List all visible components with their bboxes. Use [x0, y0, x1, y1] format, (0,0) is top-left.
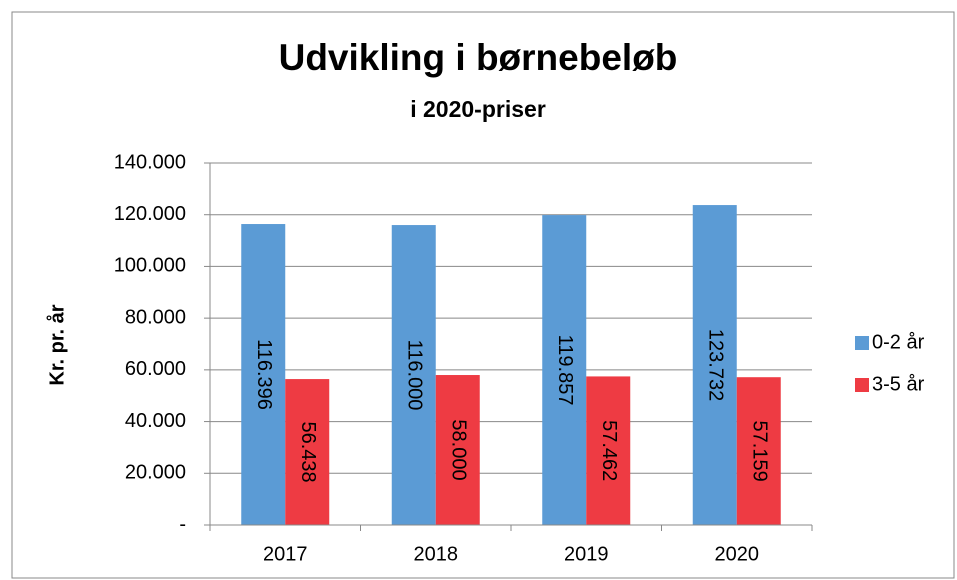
x-tick-label: 2018: [414, 543, 459, 565]
bar: [542, 215, 587, 525]
data-label: 56.438: [297, 421, 319, 482]
data-label: 119.857: [554, 335, 576, 406]
legend-swatch: [855, 336, 869, 350]
y-tick-label: 40.000: [125, 410, 186, 432]
bar: [435, 375, 480, 525]
bar: [736, 377, 781, 525]
y-tick-label: 140.000: [114, 151, 186, 173]
bar: [285, 379, 330, 525]
x-tick-label: 2017: [263, 543, 308, 565]
x-tick-label: 2020: [715, 543, 760, 565]
y-tick-label: 20.000: [125, 462, 186, 484]
y-tick-label: 100.000: [114, 255, 186, 277]
chart-border: [11, 11, 955, 579]
legend-swatch: [855, 378, 869, 392]
legend-label: 0-2 år: [872, 331, 925, 353]
chart-title: Udvikling i børnebeløb: [279, 37, 678, 78]
data-label: 123.732: [704, 329, 726, 401]
y-axis-label: Kr. pr. år: [45, 304, 68, 385]
bar: [241, 224, 286, 525]
data-label: 58.000: [447, 419, 469, 480]
bar: [391, 225, 436, 526]
bar: [692, 205, 737, 526]
chart-subtitle: i 2020-priser: [410, 96, 546, 122]
y-tick-label: 80.000: [125, 306, 186, 328]
y-tick-label: 60.000: [125, 358, 186, 380]
data-label: 116.396: [253, 339, 275, 410]
bar: [586, 376, 631, 525]
x-tick-label: 2019: [564, 543, 609, 565]
data-label: 57.462: [598, 420, 620, 481]
y-tick-label: -: [179, 513, 186, 535]
y-tick-label: 120.000: [114, 203, 186, 225]
data-label: 116.000: [403, 340, 425, 411]
legend-label: 3-5 år: [872, 373, 925, 395]
data-label: 57.159: [748, 421, 770, 482]
